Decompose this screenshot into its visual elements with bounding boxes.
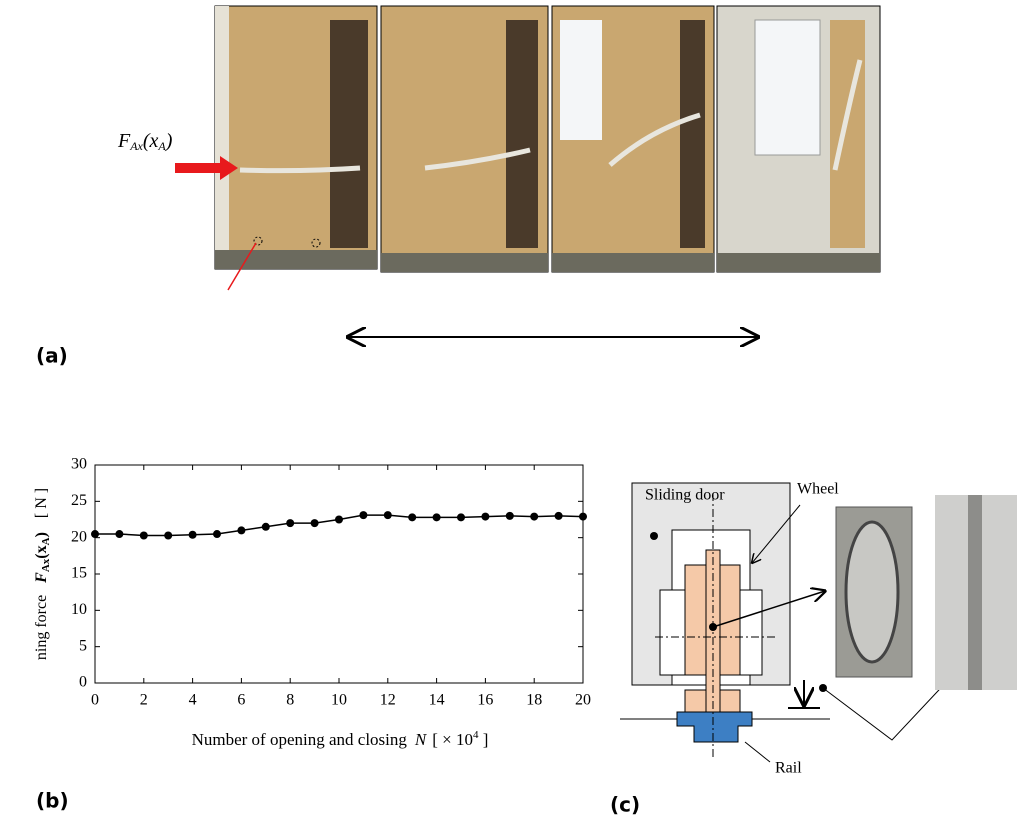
chart: 0 5 10 15 20 25 30 0 2 4 6 8 10 12 14 16 18 20 xyxy=(71,456,591,709)
data-point xyxy=(432,513,441,522)
y-tick-label: 10 xyxy=(71,601,87,618)
panel-label: (a) xyxy=(36,344,68,368)
data-point xyxy=(383,511,392,520)
wheel-diagram xyxy=(620,482,1017,763)
data-point xyxy=(213,530,221,539)
plot-frame xyxy=(94,464,584,684)
data-point xyxy=(286,519,295,528)
y-tick-label: 0 xyxy=(79,674,87,691)
data-point xyxy=(261,522,270,531)
x-tick-label: 10 xyxy=(331,692,347,709)
x-tick-label: 2 xyxy=(140,692,148,709)
label-rail: Rail xyxy=(775,760,802,777)
x-tick-label: 0 xyxy=(91,692,99,709)
door-photos xyxy=(214,5,881,273)
x-axis-label: Number of opening and closing N[ × 104 ] xyxy=(192,729,489,749)
data-point xyxy=(359,511,368,520)
pointer-line xyxy=(227,242,257,291)
x-tick-label: 4 xyxy=(189,692,197,709)
panel-label: (b) xyxy=(36,789,69,813)
data-point xyxy=(335,515,343,524)
x-tick-label: 14 xyxy=(429,692,445,709)
data-point xyxy=(408,513,417,522)
force-arrow xyxy=(175,156,238,180)
label-wheel: Wheel xyxy=(797,481,839,498)
x-tick-label: 18 xyxy=(526,692,542,709)
x-tick-label: 20 xyxy=(575,692,591,709)
x-tick-label: 8 xyxy=(286,692,294,709)
data-point xyxy=(115,530,124,539)
data-point xyxy=(457,513,465,522)
label-sliding-door: Sliding door xyxy=(645,487,725,504)
data-point xyxy=(188,530,197,539)
x-tick-label: 16 xyxy=(477,692,493,709)
force-symbol: FAx(xA) xyxy=(117,130,173,153)
data-point xyxy=(505,511,514,520)
panel-label: (c) xyxy=(610,793,640,817)
data-point xyxy=(139,531,148,540)
y-tick-label: 15 xyxy=(71,565,87,582)
y-tick-label: 30 xyxy=(71,456,87,473)
data-point xyxy=(310,519,319,528)
x-tick-label: 6 xyxy=(237,692,245,709)
x-tick-label: 12 xyxy=(380,692,396,709)
data-point xyxy=(164,531,173,540)
y-tick-label: 20 xyxy=(71,528,87,545)
data-point xyxy=(554,511,563,520)
y-axis-label: ning forceFAx(xA)[ N ] xyxy=(33,488,52,660)
data-point xyxy=(481,512,490,521)
y-tick-label: 5 xyxy=(79,637,87,654)
y-tick-label: 25 xyxy=(71,492,87,509)
data-point xyxy=(237,526,246,535)
data-point xyxy=(530,512,539,521)
